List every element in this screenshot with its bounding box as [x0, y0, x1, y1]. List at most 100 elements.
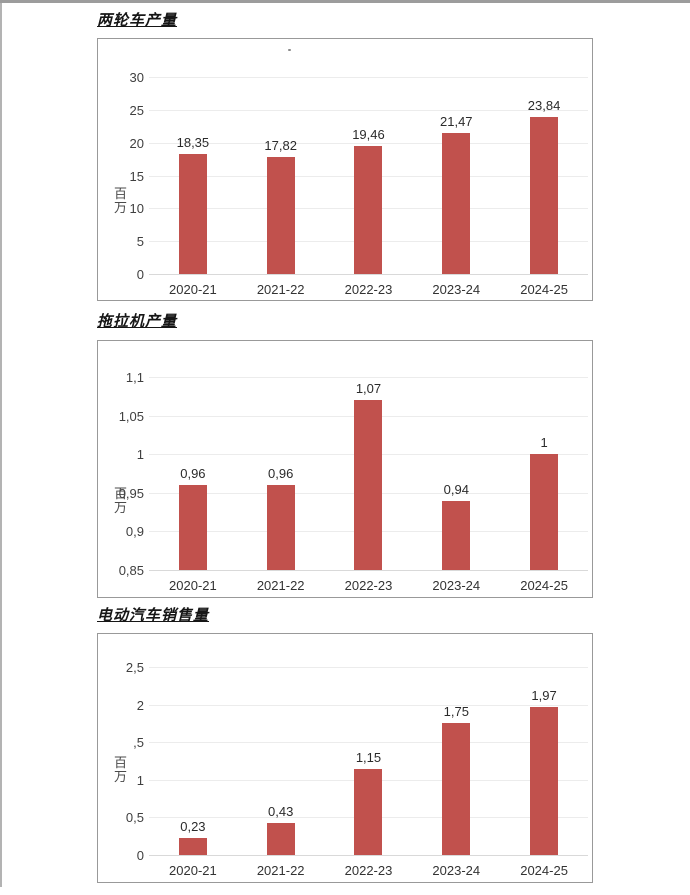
bar-cell: 0,23: [149, 667, 237, 855]
x-axis-category-row: 2020-21 2021-22 2022-23 2023-24 2024-25: [149, 282, 588, 297]
y-gridline: [149, 742, 588, 744]
chart-title-two-wheeler-production: 两轮车产量: [97, 13, 178, 29]
chart-title-ev-sales: 电动汽车销售量: [97, 608, 210, 624]
bar-2022-23: [354, 400, 383, 570]
y-axis-unit-label: 百万: [114, 755, 128, 784]
y-tick-label: 0,9: [125, 524, 144, 540]
y-tick-label: 1,1: [125, 370, 144, 385]
y-axis-unit-label: 百万: [114, 186, 128, 215]
y-tick-label: 1: [136, 772, 144, 788]
bar-value-label: 0,96: [180, 466, 206, 482]
y-gridline: [149, 77, 588, 78]
bar-cell: 1,07: [325, 377, 413, 570]
bar-value-label: 0,96: [268, 466, 294, 482]
x-category-label: 2020-21: [169, 863, 217, 878]
bar-2023-24: [442, 133, 471, 274]
bar-2020-21: [178, 837, 207, 855]
y-tick-label: 10: [129, 201, 144, 217]
bar-cell: 21,47: [412, 77, 500, 274]
page-left-border: [0, 3, 2, 887]
x-axis-category-row: 2020-21 2021-22 2022-23 2023-24 2024-25: [149, 863, 588, 878]
bar-2021-22: [266, 822, 295, 855]
x-category-label: 2020-21: [169, 578, 217, 593]
bar-2021-22: [266, 485, 295, 570]
bar-value-label: 21,47: [440, 114, 473, 130]
bar-2024-25: [530, 117, 559, 274]
x-category-label: 2024-25: [520, 578, 568, 593]
y-gridline: [149, 142, 588, 144]
y-tick-label: 30: [129, 70, 144, 85]
bar-cell: 17,82: [237, 77, 325, 274]
y-tick-label: 0: [136, 267, 144, 282]
y-gridline: [149, 274, 588, 275]
y-tick-label: 5: [136, 234, 144, 250]
bar-cell: 1,97: [500, 667, 588, 855]
y-gridline: [149, 704, 588, 706]
y-tick-label: 0: [136, 848, 144, 863]
bar-value-label: 1: [540, 435, 548, 451]
y-tick-label: 2,5: [125, 660, 144, 675]
bar-cell: 23,84: [500, 77, 588, 274]
y-tick-label: 0,95: [118, 485, 144, 501]
bar-cell: 0,43: [237, 667, 325, 855]
bar-2021-22: [266, 156, 295, 274]
x-category-label: 2021-22: [256, 282, 305, 297]
bar-cell: 0,96: [237, 377, 325, 570]
x-category-label: 2022-23: [344, 578, 393, 593]
x-category-label: 2022-23: [344, 282, 393, 297]
bar-2022-23: [354, 768, 383, 855]
bar-2020-21: [178, 485, 207, 570]
bar-cell: 19,46: [325, 77, 413, 274]
bar-value-label: 0,94: [443, 481, 469, 497]
y-tick-label: 0,5: [125, 810, 144, 826]
x-category-label: 2020-21: [169, 282, 217, 297]
y-tick-label: 1: [136, 447, 144, 463]
y-gridline: [149, 855, 588, 856]
bars-area: 0,23 0,43 1,15 1,75 1,97: [149, 667, 588, 855]
bar-value-label: 1,07: [355, 381, 382, 397]
y-tick-label: 25: [129, 102, 144, 118]
bar-2023-24: [442, 723, 471, 855]
y-tick-label: 1,05: [118, 408, 144, 424]
bar-2024-25: [530, 706, 559, 855]
x-axis-category-row: 2020-21 2021-22 2022-23 2023-24 2024-25: [149, 578, 588, 593]
y-gridline: [149, 667, 588, 668]
y-tick-label: ,5: [133, 735, 144, 751]
bar-cell: 1,15: [325, 667, 413, 855]
bar-cell: 1,75: [412, 667, 500, 855]
chart-title-tractor-production: 拖拉机产量: [97, 314, 178, 330]
bar-value-label: 18,35: [176, 134, 210, 150]
bar-chart-ev-sales: 0 0,5 1 ,5 2 2,5 百万 0,23 0,43 1,15 1,75 1,97 2020-21…: [97, 633, 593, 883]
y-gridline: [149, 377, 588, 378]
bar-value-label: 1,15: [355, 749, 382, 765]
bar-value-label: 0,23: [180, 818, 206, 834]
y-tick-label: 0,85: [118, 563, 144, 578]
stray-mark: [288, 49, 291, 51]
x-category-label: 2021-22: [256, 578, 305, 593]
y-tick-label: 20: [129, 135, 144, 151]
x-category-label: 2021-22: [256, 863, 305, 878]
y-gridline: [149, 109, 588, 111]
bars-area: 18,35 17,82 19,46 21,47 23,84: [149, 77, 588, 274]
x-category-label: 2022-23: [344, 863, 393, 878]
bar-value-label: 23,84: [527, 98, 561, 114]
bar-cell: 18,35: [149, 77, 237, 274]
bar-2022-23: [354, 146, 383, 274]
bar-value-label: 17,82: [264, 137, 297, 153]
x-category-label: 2023-24: [432, 863, 481, 878]
x-category-label: 2023-24: [432, 578, 481, 593]
bar-chart-two-wheeler-production: 0 5 10 15 20 25 30 百万 18,35 17,82 19,46 21,47 23,84 2…: [97, 38, 593, 301]
y-gridline: [149, 570, 588, 571]
y-tick-label: 2: [136, 697, 144, 713]
bar-value-label: 1,97: [531, 687, 557, 703]
x-category-label: 2024-25: [520, 282, 568, 297]
bar-2023-24: [442, 500, 471, 570]
bar-2024-25: [530, 454, 559, 570]
bar-2020-21: [178, 153, 207, 274]
bar-value-label: 1,75: [443, 704, 469, 720]
y-tick-label: 15: [129, 168, 144, 184]
bar-chart-tractor-production: 0,85 0,9 0,95 1 1,05 1,1 百万 0,96 0,96 1,07 0,94 1 20…: [97, 340, 593, 598]
bar-cell: 0,96: [149, 377, 237, 570]
bars-area: 0,96 0,96 1,07 0,94 1: [149, 377, 588, 570]
